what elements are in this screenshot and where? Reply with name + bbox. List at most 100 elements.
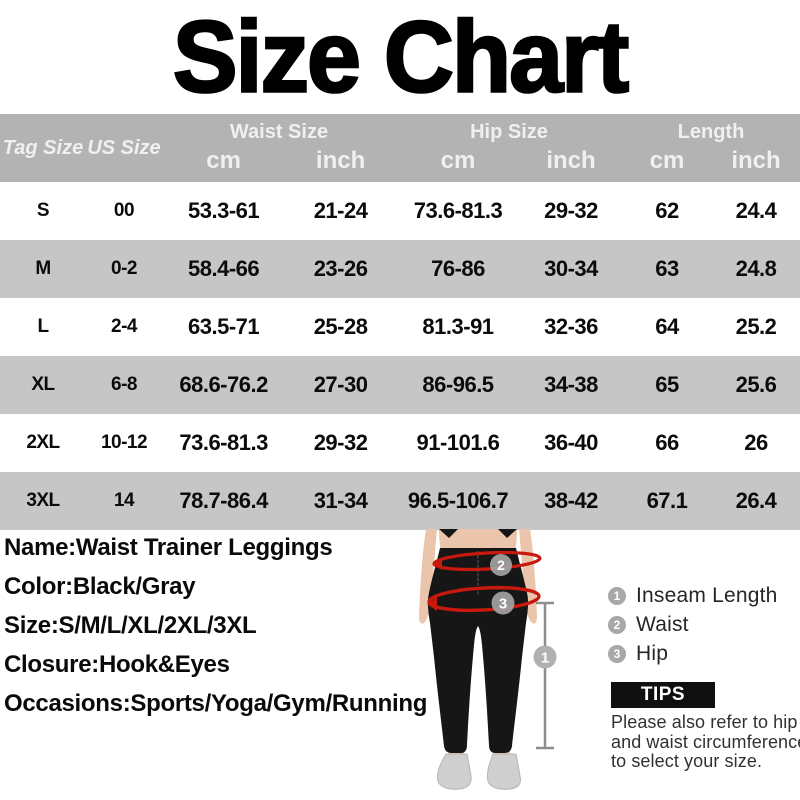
table-cell: 58.4-66 [188,256,260,281]
table-cell: 00 [113,200,135,221]
table-cell: 26 [744,430,768,455]
table-row-3xl: 3XL 14 78.7-86.4 31-34 96.5-106.7 38-42 … [0,472,800,530]
legend-badge-1: 1 [608,586,626,605]
top-garment-left [439,529,458,538]
table-row-s: S 00 53.3-61 21-24 73.6-81.3 29-32 62 24… [0,182,800,240]
tips-text: Please also refer to hip and waist circu… [611,712,800,771]
size-table-header: Tag Size US Size Waist Size Hip Size Len… [0,114,800,182]
table-cell: 62 [655,198,679,223]
left-arm [419,529,437,624]
hip-measure-ring [427,585,541,613]
table-cell: 10-12 [100,432,148,453]
hip-ring-arrowhead [427,597,437,611]
table-cell: 31-34 [313,488,368,513]
table-cell: 2XL [26,432,60,453]
page-title: Size Chart [172,0,631,115]
legend-label: Waist [636,612,689,636]
table-cell: 73.6-81.3 [413,198,503,223]
table-cell: 91-101.6 [416,430,500,455]
svg-text:3: 3 [499,596,507,613]
table-cell: 14 [113,490,135,511]
table-row-l: L 2-4 63.5-71 25-28 81.3-91 32-36 64 25.… [0,298,800,356]
marker-badge-1: 1 [533,645,557,669]
marker-badge-2: 2 [490,554,512,576]
top-garment-right [498,529,517,538]
col-header-us-size: US Size [86,114,162,182]
table-cell: 63.5-71 [188,314,260,339]
table-cell: 96.5-106.7 [407,488,509,513]
table-cell: 65 [655,372,679,397]
table-cell: S [36,200,50,221]
table-cell: 34-38 [544,372,598,397]
header-row-groups: Tag Size US Size Waist Size Hip Size Len… [0,114,800,182]
col-header-waist-size: Waist Size [162,114,396,144]
unit-header-hip-cm: cm [395,144,520,182]
table-row-xl: XL 6-8 68.6-76.2 27-30 86-96.5 34-38 65 … [0,356,800,414]
svg-text:2: 2 [497,557,505,573]
table-cell: 23-26 [313,256,368,281]
table-cell: 24.8 [735,256,777,281]
table-cell: 30-34 [544,256,598,281]
product-color-line: Color:Black/Gray [4,573,196,600]
size-table-body: S 00 53.3-61 21-24 73.6-81.3 29-32 62 24… [0,182,800,530]
product-info: Name:Waist Trainer Leggings Color:Black/… [4,533,440,728]
table-cell: 66 [655,430,679,455]
table-cell: 76-86 [431,256,485,281]
table-cell: 0-2 [111,258,137,279]
tips-header: TIPS [611,682,715,708]
inseam-measure-line [536,601,554,750]
unit-header-waist-inch: inch [285,144,396,182]
leggings-model-illustration: 2 3 1 [419,529,557,790]
legend-item-inseam: 1 Inseam Length [608,584,778,607]
unit-header-length-inch: inch [711,144,800,182]
header-row-units: cm inch cm inch cm inch [0,144,800,182]
col-header-length: Length [621,114,800,144]
table-cell: 86-96.5 [422,372,494,397]
table-row-2xl: 2XL 10-12 73.6-81.3 29-32 91-101.6 36-40… [0,414,800,472]
table-row-m: M 0-2 58.4-66 23-26 76-86 30-34 63 24.8 [0,240,800,298]
table-cell: 2-4 [111,316,137,337]
unit-header-hip-inch: inch [519,144,622,182]
table-cell: 29-32 [544,198,598,223]
table-cell: 26.4 [735,488,777,513]
table-cell: 67.1 [646,488,688,513]
table-cell: 53.3-61 [188,198,260,223]
table-cell: 78.7-86.4 [179,488,268,513]
unit-header-waist-cm: cm [162,144,286,182]
table-cell: 36-40 [544,430,598,455]
legend-badge-2: 2 [608,615,626,634]
table-cell: 6-8 [111,374,137,395]
measurement-legend: 1 Inseam Length 2 Waist 3 Hip [608,584,778,665]
product-size-line: Size:S/M/L/XL/2XL/3XL [4,612,257,639]
table-cell: L [37,316,49,337]
table-cell: 32-36 [544,314,598,339]
unit-header-length-cm: cm [621,144,712,182]
svg-text:1: 1 [541,650,549,667]
table-cell: 25-28 [313,314,368,339]
waist-ring-arrowhead [432,558,442,570]
table-cell: 24.4 [735,198,777,223]
marker-badge-3: 3 [491,591,515,615]
table-cell: 38-42 [544,488,598,513]
table-cell: 3XL [26,490,60,511]
product-occasions-line: Occasions:Sports/Yoga/Gym/Running [4,690,428,717]
torso [439,529,517,548]
table-cell: 73.6-81.3 [179,430,268,455]
table-cell: 25.6 [735,372,777,397]
table-cell: 27-30 [313,372,368,397]
right-shoe [486,753,521,790]
legend-label: Hip [636,641,669,665]
table-cell: 29-32 [313,430,368,455]
size-table: Tag Size US Size Waist Size Hip Size Len… [0,114,800,530]
table-cell: XL [31,374,55,395]
col-header-hip-size: Hip Size [395,114,622,144]
table-cell: 25.2 [735,314,777,339]
left-shoe [437,753,472,790]
product-figure: 2 3 1 [400,527,630,800]
table-cell: 64 [655,314,679,339]
product-name-line: Name:Waist Trainer Leggings [4,534,333,561]
table-cell: 81.3-91 [422,314,494,339]
table-cell: 63 [655,256,679,281]
table-cell: 68.6-76.2 [179,372,268,397]
